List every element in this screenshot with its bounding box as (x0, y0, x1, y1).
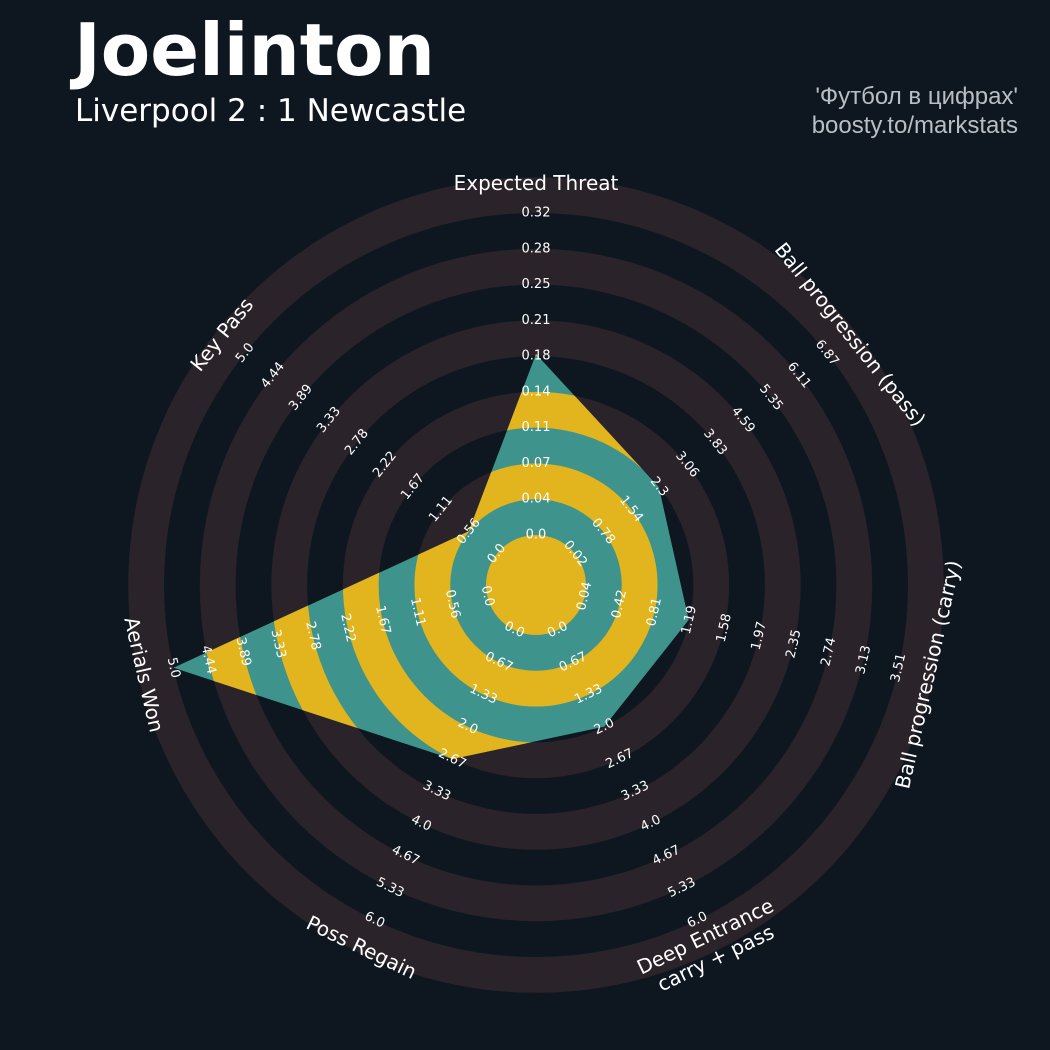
tick-label: 0.28 (522, 241, 551, 256)
parameter-label: Expected Threat (454, 171, 619, 195)
tick-labels: 0.0 0.04 0.07 0.11 0.14 0.18 0.21 0.25 0.28 0.32 0… (164, 206, 910, 932)
data-polygon-stripe-1 (414, 463, 658, 707)
tick-label: 0.11 (522, 420, 551, 435)
tick-label: 1.19 (679, 604, 700, 636)
tick-label: 0.21 (522, 313, 551, 328)
credit-line-1: 'Футбол в цифрах' (815, 83, 1018, 110)
tick-label: 0.04 (522, 492, 551, 507)
tick-label: 1.67 (372, 604, 393, 636)
tick-label: 2.78 (302, 620, 323, 652)
tick-label: 0.42 (609, 588, 630, 620)
tick-label: 1.11 (407, 596, 428, 628)
tick-label: 2.74 (818, 636, 839, 668)
parameter-label: Deep Entrancecarry + pass (633, 893, 788, 1001)
tick-label: 0.0 (478, 584, 497, 608)
data-polygon (173, 353, 689, 760)
tick-label: 0.14 (522, 384, 551, 399)
tick-label: 5.0 (164, 656, 183, 680)
tick-label: 2.22 (337, 612, 358, 644)
tick-label: 3.13 (853, 644, 874, 676)
tick-label: 0.04 (574, 580, 595, 612)
tick-label: 0.56 (442, 588, 463, 620)
match-result: Liverpool 2 : 1 Newcastle (75, 93, 467, 129)
tick-label: 3.89 (233, 636, 254, 668)
tick-label: 0.18 (522, 349, 551, 364)
tick-label: 1.58 (714, 612, 735, 644)
tick-label: 0.32 (522, 206, 551, 221)
player-name: Joelinton (74, 8, 435, 92)
tick-label: 2.35 (783, 628, 804, 660)
credit-line-2: boosty.to/markstats (811, 112, 1018, 139)
parameter-label-line: Expected Threat (454, 171, 619, 195)
tick-label: 0.25 (522, 277, 551, 292)
tick-label: 0.81 (644, 596, 665, 628)
credit: 'Футбол в цифрах' boosty.to/markstats (812, 82, 1018, 140)
tick-label: 1.97 (749, 620, 770, 652)
tick-label: 0.0 (526, 528, 547, 543)
tick-label: 3.33 (267, 628, 288, 660)
data-polygon-stripe-0 (486, 535, 586, 635)
tick-label: 3.51 (888, 652, 909, 684)
tick-label: 0.07 (522, 456, 551, 471)
tick-label: 4.44 (198, 644, 219, 676)
